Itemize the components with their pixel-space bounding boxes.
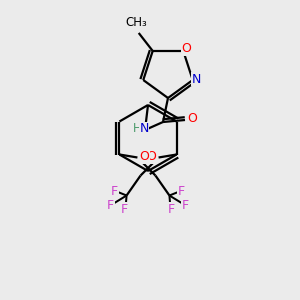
Text: F: F [178, 185, 185, 198]
Text: CH₃: CH₃ [126, 16, 148, 29]
Text: F: F [182, 199, 189, 212]
Text: F: F [121, 203, 128, 216]
Text: F: F [111, 185, 118, 198]
Text: F: F [107, 199, 114, 212]
Text: O: O [147, 150, 157, 163]
Text: N: N [192, 73, 201, 85]
Text: N: N [139, 122, 149, 136]
Text: H: H [133, 122, 141, 136]
Text: F: F [168, 203, 175, 216]
Text: O: O [181, 43, 191, 56]
Text: O: O [187, 112, 197, 125]
Text: O: O [140, 150, 149, 163]
